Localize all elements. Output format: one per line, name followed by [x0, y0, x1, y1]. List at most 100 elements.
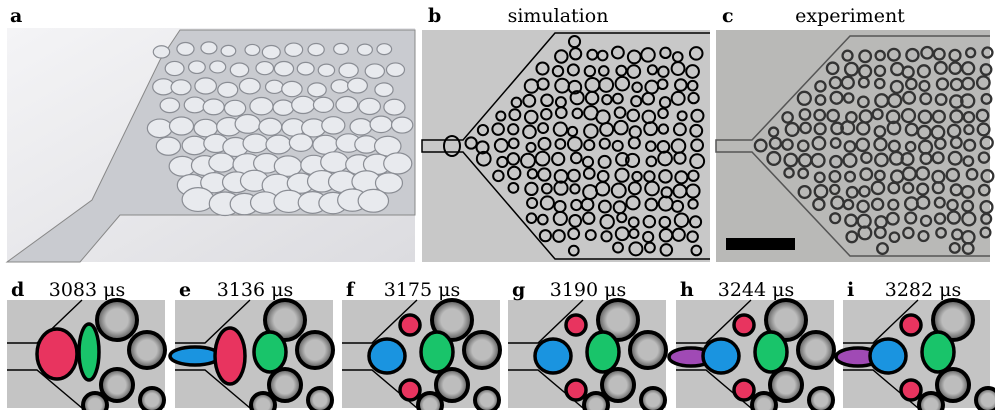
droplet-green [755, 332, 787, 372]
droplet [243, 134, 268, 153]
droplet [308, 83, 327, 97]
droplet [165, 61, 184, 75]
droplet [210, 61, 226, 73]
panel-label: i [847, 279, 854, 301]
droplet [392, 117, 413, 133]
droplet [384, 153, 412, 174]
droplet [273, 100, 293, 115]
droplet [339, 63, 358, 77]
droplet [377, 44, 392, 55]
panel-label: d [11, 279, 24, 301]
droplet [584, 393, 608, 410]
droplet-pink [400, 315, 420, 335]
time-label: 3136 μs [217, 279, 294, 301]
droplet [321, 152, 349, 173]
droplet [203, 99, 224, 115]
scale-bar [726, 238, 795, 250]
droplet [798, 332, 834, 368]
time-label: 3083 μs [49, 279, 126, 301]
droplet-pink [566, 380, 586, 400]
droplet-front [535, 339, 571, 373]
sequence-panel: g3190 μs [508, 279, 666, 410]
droplet [97, 300, 137, 340]
droplet [289, 134, 312, 151]
droplet [641, 388, 665, 410]
droplet [809, 388, 833, 410]
droplet [331, 80, 349, 93]
panel-title: experiment [795, 5, 905, 27]
droplet [308, 44, 324, 56]
droplet [209, 153, 234, 172]
droplet-pink [901, 380, 921, 400]
droplet [224, 100, 245, 116]
droplet [297, 62, 314, 75]
droplet [274, 62, 293, 76]
droplet [334, 43, 349, 54]
experiment-image [716, 30, 990, 262]
droplet [140, 388, 164, 410]
droplet [348, 78, 368, 93]
droplet-front [170, 347, 220, 365]
droplet-green [587, 332, 619, 372]
droplet [976, 388, 995, 410]
droplet [256, 62, 274, 75]
droplet [313, 97, 333, 112]
droplet [129, 332, 165, 368]
panel-label: a [10, 5, 22, 27]
droplet [318, 64, 334, 76]
sequence-panel: d 3083 μs [7, 279, 165, 410]
droplet [322, 117, 345, 134]
panel-label: b [428, 5, 441, 27]
droplet [182, 188, 214, 212]
droplet [282, 81, 302, 96]
droplet [292, 96, 315, 113]
droplet-green [79, 324, 99, 380]
droplet [919, 393, 943, 410]
droplet [171, 80, 191, 95]
droplet [350, 119, 372, 135]
droplet [250, 98, 273, 115]
droplet [266, 80, 284, 93]
droplet-front [703, 339, 739, 373]
sequence-panel: i 3282 μs [836, 279, 995, 410]
droplet [386, 63, 404, 77]
droplet [266, 135, 291, 154]
droplet [184, 97, 205, 113]
droplet [336, 96, 358, 112]
top-row [7, 28, 993, 262]
droplet-front [369, 339, 405, 373]
sequence-panel: f 3175 μs [342, 279, 500, 410]
droplet [239, 78, 260, 94]
droplet-pink [734, 380, 754, 400]
droplet [245, 44, 260, 55]
droplet [160, 98, 179, 113]
time-label: 3282 μs [885, 279, 962, 301]
figure: d3083 μse3136 μsf3175 μsg3190 μsh3244 μs… [0, 0, 995, 410]
droplet [358, 189, 388, 212]
droplet [752, 393, 776, 410]
droplet [221, 45, 236, 56]
panel-label: c [722, 5, 734, 27]
droplet [262, 45, 280, 58]
droplet [169, 117, 193, 135]
panel-label: f [346, 279, 356, 301]
droplet-pink [400, 380, 420, 400]
sequence-panel: e 3136 μs [170, 279, 333, 410]
droplet [365, 64, 384, 78]
droplet [230, 63, 248, 77]
droplet [285, 43, 303, 56]
droplet [251, 393, 275, 410]
panel-label: e [179, 279, 191, 301]
droplet [308, 388, 332, 410]
droplet [630, 332, 666, 368]
time-label: 3244 μs [718, 279, 795, 301]
droplet [189, 61, 206, 74]
droplet [464, 332, 500, 368]
droplet-pink [734, 315, 754, 335]
droplet [218, 82, 238, 97]
droplet [375, 83, 393, 97]
time-label: 3175 μs [384, 279, 461, 301]
droplet-pink [566, 315, 586, 335]
droplet [359, 98, 381, 114]
